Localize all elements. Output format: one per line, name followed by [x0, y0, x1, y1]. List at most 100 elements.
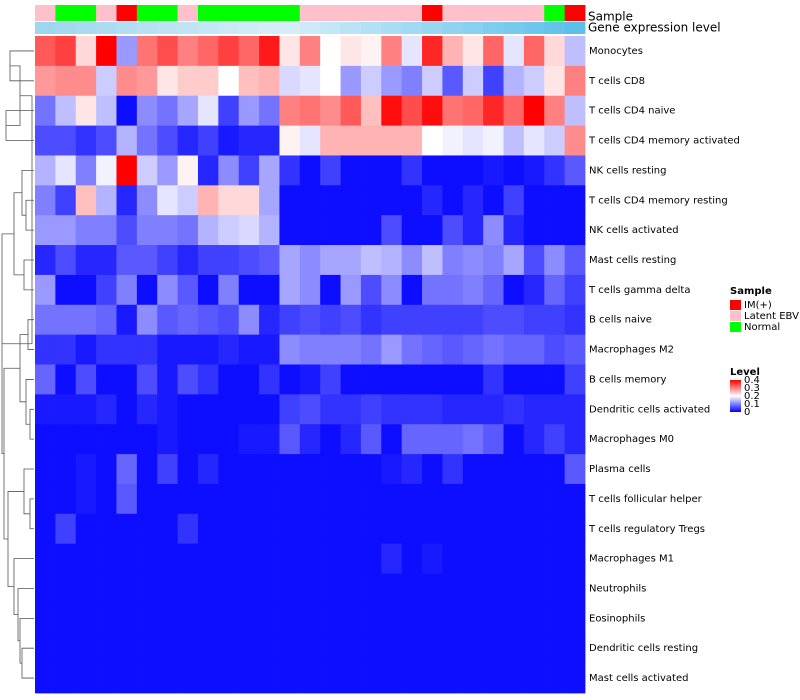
heatmap-cell [238, 573, 260, 604]
heatmap-cell [116, 245, 138, 276]
heatmap-cell [136, 573, 158, 604]
heatmap-cell [177, 633, 199, 664]
heatmap-cell [544, 633, 566, 664]
heatmap-cell [360, 215, 382, 246]
heatmap-cell [340, 304, 362, 336]
heatmap-cell [197, 513, 219, 545]
heatmap-cell [75, 125, 97, 156]
heatmap-cell [279, 454, 301, 485]
heatmap-cell [218, 304, 240, 336]
heatmap-cell [360, 65, 382, 97]
heatmap-cell [157, 95, 178, 126]
heatmap-cell [136, 543, 158, 574]
heatmap-cell [422, 36, 443, 67]
heatmap-cell [35, 603, 56, 634]
heatmap-cell [544, 185, 566, 216]
heatmap-cell [218, 454, 240, 485]
heatmap-cell [360, 334, 382, 365]
heatmap-cell [422, 424, 443, 455]
heatmap-cell [422, 185, 443, 216]
heatmap-cell [422, 155, 443, 186]
row-label: Dendritic cells resting [589, 643, 698, 654]
heatmap-cell [116, 394, 138, 425]
heatmap-cell [96, 304, 117, 336]
heatmap-cell [523, 155, 545, 186]
row-label: T cells regulatory Tregs [588, 524, 705, 535]
legend-level-colorbar [730, 380, 741, 412]
expression-cell [360, 22, 382, 34]
expression-cell [116, 22, 138, 34]
heatmap-cell [177, 543, 199, 574]
heatmap-cell [116, 603, 138, 634]
sample-cell [442, 5, 464, 21]
heatmap-cell [422, 633, 443, 664]
heatmap-cell [340, 274, 362, 306]
heatmap-cell [442, 424, 464, 455]
sample-cell [136, 5, 158, 21]
heatmap-cell [360, 274, 382, 306]
heatmap-cell [503, 603, 525, 634]
heatmap-cell [157, 364, 178, 395]
heatmap-cell [544, 663, 566, 694]
heatmap-cell [35, 36, 56, 67]
heatmap-cell [503, 304, 525, 336]
heatmap-cell [259, 125, 280, 156]
heatmap-cell [340, 36, 362, 67]
heatmap-cell [55, 36, 77, 67]
heatmap-cell [259, 155, 280, 186]
heatmap-cell [544, 513, 566, 545]
heatmap-cell [422, 454, 443, 485]
heatmap-cell [116, 573, 138, 604]
heatmap-cell [299, 603, 321, 634]
heatmap-cell [35, 215, 56, 246]
heatmap-cell [75, 274, 97, 306]
row-label: Monocytes [589, 46, 643, 57]
sample-cell [340, 5, 362, 21]
heatmap-cell [116, 125, 138, 156]
row-label: Plasma cells [589, 464, 651, 475]
heatmap-cell [462, 364, 484, 395]
heatmap-cell [197, 95, 219, 126]
heatmap-cell [136, 663, 158, 694]
heatmap-cell [523, 95, 545, 126]
heatmap-cell [299, 245, 321, 276]
heatmap-cell [320, 483, 341, 515]
heatmap-cell [544, 36, 566, 67]
heatmap-cell [35, 454, 56, 485]
heatmap-cell [35, 573, 56, 604]
heatmap-cell [422, 215, 443, 246]
heatmap-cell [320, 36, 341, 67]
row-dendrogram [1, 50, 34, 679]
heatmap-cell [564, 543, 586, 574]
heatmap-cell [503, 155, 525, 186]
heatmap-cell [401, 603, 423, 634]
heatmap-cell [544, 334, 566, 365]
heatmap-cell [401, 215, 423, 246]
heatmap-cell [35, 65, 56, 97]
heatmap-cell [218, 125, 240, 156]
heatmap-cell [544, 603, 566, 634]
heatmap-cell [157, 245, 178, 276]
heatmap-cell [157, 155, 178, 186]
heatmap-cell [116, 483, 138, 515]
heatmap-cell [299, 155, 321, 186]
sample-cell [503, 5, 525, 21]
heatmap-cell [136, 633, 158, 664]
heatmap-cell [564, 215, 586, 246]
heatmap-cell [422, 125, 443, 156]
heatmap-cell [157, 603, 178, 634]
heatmap-cell [340, 125, 362, 156]
heatmap-cell [96, 543, 117, 574]
heatmap-cell [96, 663, 117, 694]
heatmap-cell [381, 543, 403, 574]
heatmap-cell [35, 95, 56, 126]
heatmap-cell [259, 483, 280, 515]
heatmap-cell [544, 364, 566, 395]
heatmap-cell [218, 573, 240, 604]
heatmap-cell [157, 185, 178, 216]
heatmap-cell [381, 394, 403, 425]
heatmap-cell [503, 573, 525, 604]
heatmap-cell [483, 65, 504, 97]
legend-level-tick: 0 [744, 407, 750, 418]
